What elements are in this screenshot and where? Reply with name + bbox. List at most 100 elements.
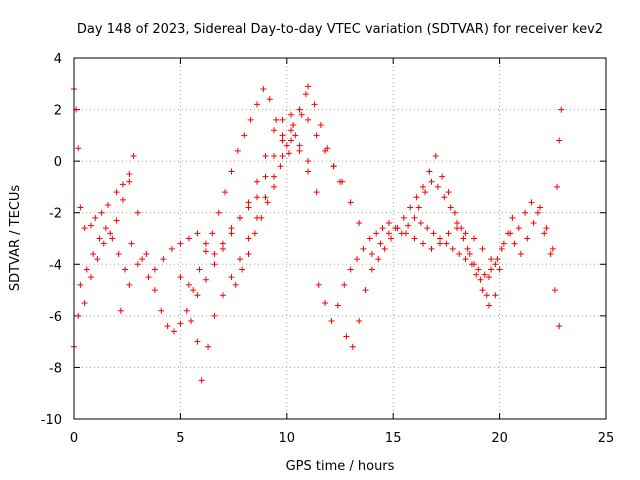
data-point	[405, 222, 412, 229]
data-point	[219, 292, 226, 299]
data-point	[115, 250, 122, 257]
data-point	[277, 163, 284, 170]
data-point	[126, 171, 133, 178]
grid-lines	[74, 58, 606, 419]
data-point	[196, 266, 203, 273]
data-point	[183, 307, 190, 314]
data-point	[296, 147, 303, 154]
data-point	[419, 240, 426, 247]
data-point	[236, 214, 243, 221]
data-point	[302, 91, 309, 98]
data-point	[368, 266, 375, 273]
data-point	[254, 194, 261, 201]
data-point	[328, 318, 335, 325]
data-point	[483, 292, 490, 299]
data-point	[188, 318, 195, 325]
data-point	[100, 240, 107, 247]
data-point	[334, 302, 341, 309]
data-point	[266, 96, 273, 103]
data-point	[168, 245, 175, 252]
data-point	[215, 209, 222, 216]
data-point	[428, 178, 435, 185]
data-points	[71, 83, 565, 384]
data-point	[194, 338, 201, 345]
y-tick-label: -6	[49, 310, 62, 325]
data-point	[441, 194, 448, 201]
data-point	[145, 274, 152, 281]
data-point	[439, 173, 446, 180]
data-point	[185, 235, 192, 242]
series-track-g	[177, 116, 312, 299]
data-point	[360, 245, 367, 252]
x-tick-label: 0	[70, 431, 78, 446]
data-point	[447, 204, 454, 211]
data-point	[394, 225, 401, 232]
y-tick-label: -2	[49, 207, 62, 222]
data-point	[313, 189, 320, 196]
data-point	[494, 256, 501, 263]
series-track-i	[343, 152, 490, 350]
data-point	[262, 194, 269, 201]
data-point	[88, 222, 95, 229]
data-point	[288, 137, 295, 144]
data-point	[288, 127, 295, 134]
x-tick-labels: 0 5 10 15 20 25	[70, 431, 614, 446]
data-point	[492, 261, 499, 268]
y-tick-labels: -10 -8 -6 -4 -2 0 2 4	[41, 52, 62, 428]
data-point	[528, 199, 535, 206]
data-point	[479, 287, 486, 294]
data-point	[454, 220, 461, 227]
data-point	[413, 194, 420, 201]
data-point	[426, 168, 433, 175]
data-point	[349, 343, 356, 350]
data-point	[260, 85, 267, 92]
x-tick-label: 10	[279, 431, 296, 446]
data-point	[473, 271, 480, 278]
data-point	[143, 250, 150, 257]
data-point	[311, 101, 318, 108]
y-tick-label: -8	[49, 361, 62, 376]
data-point	[139, 256, 146, 263]
data-point	[475, 266, 482, 273]
data-point	[90, 250, 97, 257]
data-point	[434, 183, 441, 190]
data-point	[109, 235, 116, 242]
data-point	[279, 152, 286, 159]
data-point	[228, 230, 235, 237]
data-point	[517, 250, 524, 257]
data-point	[424, 225, 431, 232]
data-point	[279, 116, 286, 123]
data-point	[322, 299, 329, 306]
data-point	[534, 209, 541, 216]
data-point	[98, 209, 105, 216]
series-track-k	[415, 178, 499, 309]
data-point	[524, 235, 531, 242]
data-point	[113, 217, 120, 224]
data-point	[211, 250, 218, 257]
chart-title: Day 148 of 2023, Sidereal Day-to-day VTE…	[77, 22, 603, 37]
data-point	[415, 204, 422, 211]
data-point	[241, 132, 248, 139]
data-point	[258, 214, 265, 221]
data-point	[232, 281, 239, 288]
data-point	[411, 235, 418, 242]
data-point	[271, 152, 278, 159]
data-point	[245, 235, 252, 242]
data-point	[228, 274, 235, 281]
data-point	[388, 235, 395, 242]
x-tick-label: 20	[491, 431, 508, 446]
data-point	[92, 214, 99, 221]
data-point	[262, 173, 269, 180]
data-point	[271, 127, 278, 134]
data-point	[228, 225, 235, 232]
data-point	[477, 276, 484, 283]
data-point	[530, 220, 537, 227]
series-track-e	[188, 137, 320, 384]
data-point	[339, 178, 346, 185]
data-point	[222, 189, 229, 196]
data-point	[88, 274, 95, 281]
data-point	[264, 199, 271, 206]
data-point	[113, 189, 120, 196]
data-point	[254, 101, 261, 108]
data-point	[202, 240, 209, 247]
